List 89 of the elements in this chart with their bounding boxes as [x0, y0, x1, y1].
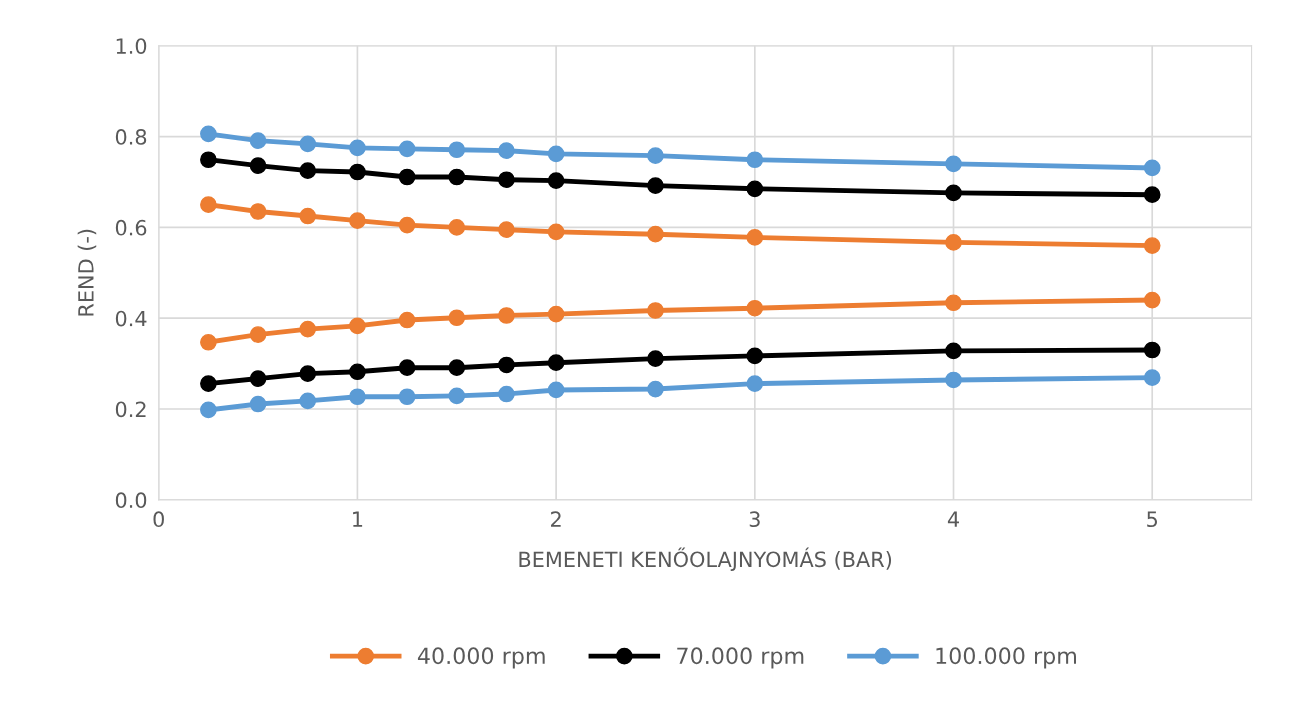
- point: [448, 359, 466, 377]
- point: [498, 385, 515, 403]
- point: [448, 387, 466, 405]
- point: [398, 359, 416, 377]
- point: [200, 125, 217, 143]
- point: [498, 142, 515, 159]
- point: [945, 342, 962, 360]
- point: [1143, 186, 1161, 204]
- point: [299, 207, 317, 225]
- point: [249, 395, 267, 413]
- point: [746, 229, 764, 246]
- x-tick-label: 1: [353, 511, 363, 527]
- point: [249, 157, 267, 174]
- point: [299, 162, 317, 179]
- point: [398, 216, 416, 234]
- point: [299, 320, 317, 338]
- point: [1143, 159, 1161, 177]
- x-tick-label: 2: [551, 511, 561, 527]
- point: [249, 132, 267, 149]
- point: [200, 375, 217, 392]
- point: [349, 139, 366, 157]
- y-tick-label: 0.8: [115, 129, 147, 145]
- legend-label: 40.000 rpm: [417, 647, 545, 669]
- point: [398, 140, 416, 158]
- point: [547, 381, 565, 399]
- point: [448, 168, 466, 186]
- y-tick-label: 1.0: [116, 38, 147, 54]
- y-tick-label: 0.4: [115, 310, 147, 327]
- point: [945, 184, 962, 202]
- point: [200, 196, 217, 214]
- point: [647, 177, 664, 194]
- point: [200, 333, 217, 351]
- point: [547, 223, 565, 241]
- point: [547, 354, 565, 372]
- point: [945, 234, 962, 251]
- point: [398, 311, 416, 329]
- y-tick-label: 0.6: [115, 219, 147, 236]
- point: [398, 168, 416, 186]
- point: [945, 294, 962, 312]
- point: [249, 370, 267, 387]
- y-tick-label: 0.0: [115, 492, 147, 509]
- x-tick-label: 4: [947, 511, 959, 527]
- point: [200, 151, 217, 169]
- point: [498, 221, 515, 238]
- point: [349, 317, 366, 335]
- point: [1143, 369, 1161, 387]
- point: [448, 309, 466, 327]
- point: [200, 401, 217, 419]
- y-tick-label: 0.2: [115, 401, 146, 418]
- point: [299, 135, 317, 153]
- point: [547, 305, 565, 323]
- point: [647, 225, 664, 243]
- point: [299, 365, 317, 382]
- point: [249, 326, 267, 343]
- point: [945, 371, 962, 389]
- x-axis-title: BEMENETI KENŐOLAJNYOMÁS (BAR): [519, 547, 892, 572]
- point: [746, 299, 764, 317]
- y-axis-title: REND (-): [77, 229, 97, 316]
- point: [547, 145, 565, 163]
- point: [448, 219, 466, 236]
- point: [647, 350, 664, 367]
- point: [448, 141, 466, 159]
- x-tick-label: 5: [1147, 511, 1158, 528]
- point: [299, 392, 317, 410]
- legend-label: 70.000 rpm: [677, 647, 804, 669]
- point: [249, 203, 267, 220]
- x-tick-label: 0: [153, 511, 164, 528]
- point: [1143, 237, 1161, 254]
- point: [746, 180, 764, 198]
- point: [498, 307, 515, 324]
- point: [498, 356, 515, 374]
- point: [945, 155, 962, 173]
- point: [647, 302, 664, 319]
- point: [398, 388, 416, 406]
- point: [1143, 341, 1161, 359]
- point: [498, 171, 515, 189]
- legend-label: 100.000 rpm: [936, 647, 1076, 669]
- point: [1143, 291, 1161, 309]
- point: [349, 212, 366, 229]
- x-tick-label: 3: [749, 511, 760, 528]
- point: [746, 347, 764, 365]
- point: [647, 147, 664, 164]
- point: [349, 388, 366, 406]
- point: [547, 172, 565, 189]
- point: [349, 163, 366, 181]
- point: [746, 375, 764, 392]
- point: [647, 380, 664, 398]
- point: [746, 151, 764, 169]
- point: [349, 363, 366, 381]
